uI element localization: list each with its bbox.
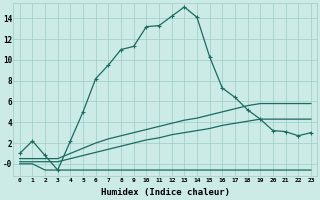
X-axis label: Humidex (Indice chaleur): Humidex (Indice chaleur) [101,188,230,197]
